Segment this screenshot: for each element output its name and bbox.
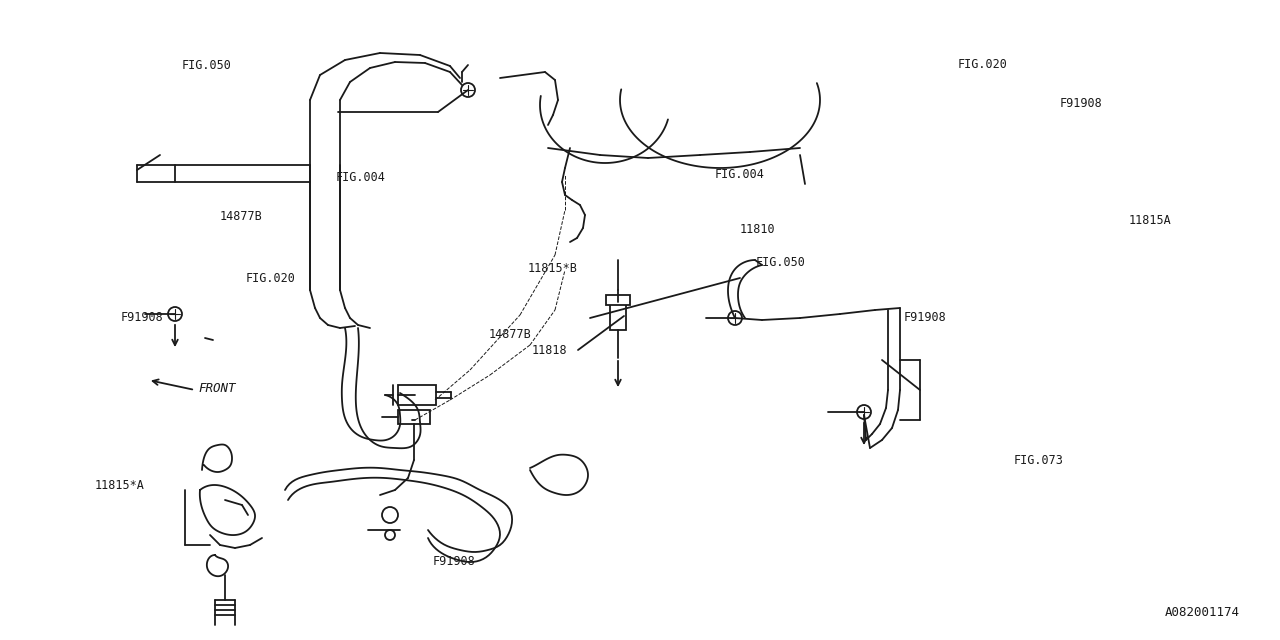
Text: FIG.050: FIG.050	[182, 59, 232, 72]
Text: 11818: 11818	[531, 344, 567, 357]
Text: FIG.020: FIG.020	[957, 58, 1007, 70]
Text: F91908: F91908	[904, 311, 946, 324]
FancyBboxPatch shape	[605, 295, 630, 305]
Text: FIG.073: FIG.073	[1014, 454, 1064, 467]
Text: 11815A: 11815A	[1129, 214, 1171, 227]
FancyBboxPatch shape	[398, 410, 430, 424]
Text: FIG.020: FIG.020	[246, 272, 296, 285]
Text: A082001174: A082001174	[1165, 605, 1240, 618]
Text: 11815*A: 11815*A	[95, 479, 145, 492]
Text: F91908: F91908	[433, 556, 475, 568]
Text: 14877B: 14877B	[489, 328, 531, 340]
FancyBboxPatch shape	[611, 302, 626, 330]
Text: 11815*B: 11815*B	[527, 262, 577, 275]
Text: F91908: F91908	[122, 311, 164, 324]
Text: F91908: F91908	[1060, 97, 1102, 110]
Text: 11810: 11810	[740, 223, 776, 236]
Text: FIG.050: FIG.050	[755, 256, 805, 269]
Text: FIG.004: FIG.004	[714, 168, 764, 180]
Text: FIG.004: FIG.004	[335, 172, 385, 184]
Text: FRONT: FRONT	[198, 381, 236, 394]
FancyBboxPatch shape	[398, 385, 436, 405]
Text: 14877B: 14877B	[220, 210, 262, 223]
